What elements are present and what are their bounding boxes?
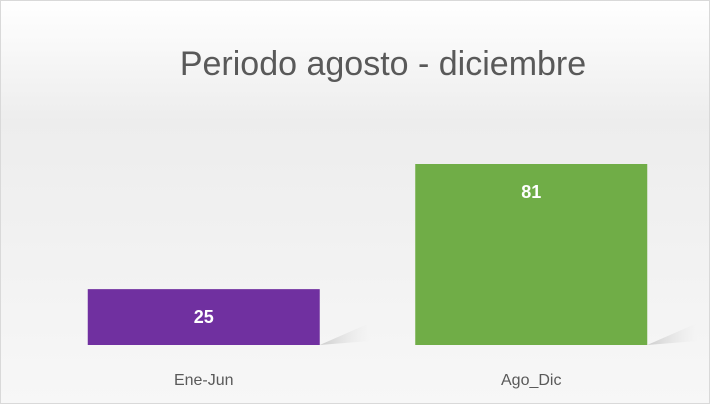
bar	[415, 164, 648, 345]
data-label: 25	[194, 307, 214, 327]
chart-title: Periodo agosto - diciembre	[180, 45, 586, 83]
x-tick-label: Ago_Dic	[501, 372, 561, 389]
bar	[87, 289, 320, 345]
bar-shadow	[647, 323, 698, 345]
x-tick-label: Ene-Jun	[174, 372, 234, 389]
data-label: 81	[521, 182, 541, 202]
bar-shadow	[319, 323, 370, 345]
